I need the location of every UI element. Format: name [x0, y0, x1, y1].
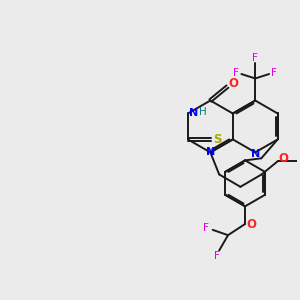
- Text: N: N: [189, 109, 198, 118]
- Text: H: H: [200, 107, 207, 117]
- Text: F: F: [203, 223, 209, 232]
- Text: S: S: [213, 133, 222, 146]
- Text: F: F: [252, 53, 258, 63]
- Text: O: O: [246, 218, 256, 231]
- Text: N: N: [250, 149, 260, 159]
- Text: F: F: [233, 68, 239, 78]
- Text: N: N: [206, 147, 215, 158]
- Text: F: F: [272, 68, 277, 78]
- Text: O: O: [278, 152, 288, 165]
- Text: F: F: [214, 251, 220, 261]
- Text: O: O: [228, 77, 238, 90]
